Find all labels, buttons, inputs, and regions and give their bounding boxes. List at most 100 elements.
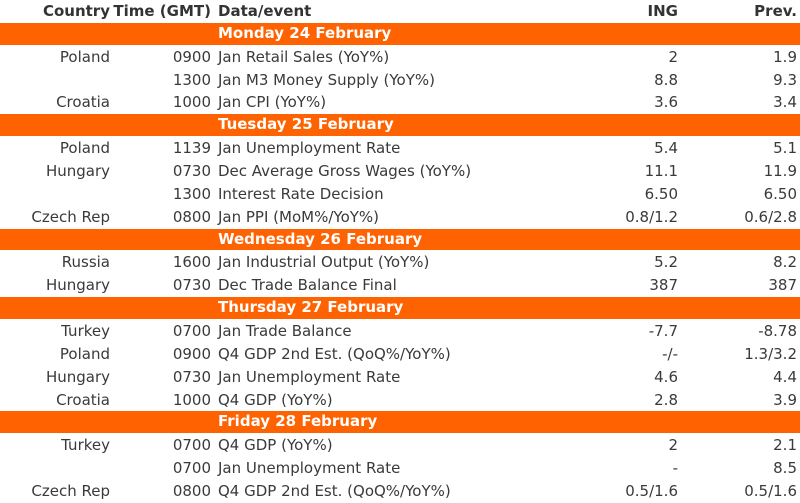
cell-prev: 2.1 <box>773 436 797 455</box>
cell-country: Poland <box>59 344 110 363</box>
cell-event: Jan PPI (MoM%/YoY%) <box>218 207 380 226</box>
table-row: Russia 1600 Jan Industrial Output (YoY%) 5.… <box>0 251 800 274</box>
cell-time: 1600 <box>172 253 211 272</box>
table-row: Hungary 0730 Dec Trade Balance Final 387 387 <box>0 274 800 297</box>
cell-country: Poland <box>59 139 110 158</box>
cell-country: Turkey <box>61 322 110 341</box>
cell-country: Poland <box>59 47 110 66</box>
cell-time: 0700 <box>172 436 211 455</box>
cell-event: Q4 GDP 2nd Est. (QoQ%/YoY%) <box>218 482 451 501</box>
cell-country: Turkey <box>61 436 110 455</box>
cell-country: Czech Rep <box>31 482 110 501</box>
table-row: Hungary 0730 Jan Unemployment Rate 4.6 4.4 <box>0 366 800 389</box>
cell-prev: 8.2 <box>773 253 797 272</box>
day-header: Friday 28 February <box>0 411 800 434</box>
header-country: Country <box>42 2 110 20</box>
cell-time: 1139 <box>172 139 211 158</box>
cell-event: Jan Industrial Output (YoY%) <box>218 253 430 272</box>
cell-time: 1000 <box>172 93 211 112</box>
cell-ing: 5.2 <box>654 253 678 272</box>
cell-ing: 2 <box>668 436 678 455</box>
cell-prev: 1.9 <box>773 47 797 66</box>
header-ing: ING <box>647 2 678 20</box>
cell-time: 0730 <box>172 276 211 295</box>
table-header: Country Time (GMT) Data/event ING Prev. <box>0 0 800 23</box>
cell-time: 0800 <box>172 207 211 226</box>
cell-time: 0900 <box>172 47 211 66</box>
cell-country: Hungary <box>45 162 110 181</box>
cell-ing: 2 <box>668 47 678 66</box>
cell-prev: 0.6/2.8 <box>744 207 797 226</box>
cell-ing: 5.4 <box>654 139 678 158</box>
cell-prev: 387 <box>768 276 797 295</box>
table-row: Turkey 0700 Jan Trade Balance -7.7 -8.78 <box>0 320 800 343</box>
cell-country: Hungary <box>45 367 110 386</box>
cell-event: Jan Trade Balance <box>218 322 352 341</box>
cell-event: Dec Trade Balance Final <box>218 276 397 295</box>
day-label: Tuesday 25 February <box>218 115 394 134</box>
cell-event: Jan Unemployment Rate <box>218 139 401 158</box>
table-row: Czech Rep 0800 Jan PPI (MoM%/YoY%) 0.8/1.2 0… <box>0 206 800 229</box>
day-header: Wednesday 26 February <box>0 228 800 251</box>
cell-country: Croatia <box>56 93 110 112</box>
cell-prev: 6.50 <box>763 184 797 203</box>
cell-ing: 6.50 <box>644 184 678 203</box>
cell-time: 1000 <box>172 390 211 409</box>
day-header: Tuesday 25 February <box>0 114 800 137</box>
cell-prev: 1.3/3.2 <box>744 344 797 363</box>
table-row: Poland 0900 Q4 GDP 2nd Est. (QoQ%/YoY%) -/-… <box>0 343 800 366</box>
cell-time: 0900 <box>172 344 211 363</box>
cell-ing: 4.6 <box>654 367 678 386</box>
cell-event: Jan CPI (YoY%) <box>218 93 327 112</box>
cell-event: Jan Unemployment Rate <box>218 459 401 478</box>
table-row: 1300 Jan M3 Money Supply (YoY%) 8.8 9.3 <box>0 69 800 92</box>
cell-time: 0730 <box>172 367 211 386</box>
cell-ing: 0.8/1.2 <box>625 207 678 226</box>
cell-event: Jan Retail Sales (YoY%) <box>218 47 390 66</box>
day-label: Wednesday 26 February <box>218 229 423 248</box>
cell-time: 0730 <box>172 162 211 181</box>
cell-prev: 11.9 <box>763 162 797 181</box>
cell-event: Jan Unemployment Rate <box>218 367 401 386</box>
day-header: Monday 24 February <box>0 22 800 45</box>
cell-time: 0700 <box>172 322 211 341</box>
cell-prev: 0.5/1.6 <box>744 482 797 501</box>
table-row: Poland 1139 Jan Unemployment Rate 5.4 5.1 <box>0 137 800 160</box>
day-label: Monday 24 February <box>218 23 392 42</box>
cell-event: Q4 GDP (YoY%) <box>218 436 333 455</box>
cell-ing: 3.6 <box>654 93 678 112</box>
cell-ing: -7.7 <box>648 322 678 341</box>
cell-ing: - <box>672 459 678 478</box>
cell-ing: 0.5/1.6 <box>625 482 678 501</box>
cell-country: Croatia <box>56 390 110 409</box>
cell-event: Interest Rate Decision <box>218 184 384 203</box>
table-row: Hungary 0730 Dec Average Gross Wages (YoY%… <box>0 160 800 183</box>
cell-time: 1300 <box>172 184 211 203</box>
cell-prev: 3.9 <box>773 390 797 409</box>
cell-prev: 5.1 <box>773 139 797 158</box>
header-prev: Prev. <box>754 2 797 20</box>
cell-ing: -/- <box>662 344 678 363</box>
cell-event: Q4 GDP 2nd Est. (QoQ%/YoY%) <box>218 344 451 363</box>
cell-event: Jan M3 Money Supply (YoY%) <box>218 70 435 89</box>
table-row: 1300 Interest Rate Decision 6.50 6.50 <box>0 183 800 206</box>
table-row: Poland 0900 Jan Retail Sales (YoY%) 2 1.9 <box>0 46 800 69</box>
cell-time: 0700 <box>172 459 211 478</box>
cell-event: Dec Average Gross Wages (YoY%) <box>218 162 472 181</box>
cell-ing: 387 <box>649 276 678 295</box>
cell-prev: 4.4 <box>773 367 797 386</box>
day-label: Friday 28 February <box>218 412 378 431</box>
cell-prev: 3.4 <box>773 93 797 112</box>
cell-time: 0800 <box>172 482 211 501</box>
cell-time: 1300 <box>172 70 211 89</box>
table-row: Croatia 1000 Jan CPI (YoY%) 3.6 3.4 <box>0 91 800 114</box>
cell-country: Russia <box>61 253 110 272</box>
cell-country: Czech Rep <box>31 207 110 226</box>
table-row: Turkey 0700 Q4 GDP (YoY%) 2 2.1 <box>0 434 800 457</box>
table-row: 0700 Jan Unemployment Rate - 8.5 <box>0 457 800 480</box>
table-row: Czech Rep 0800 Q4 GDP 2nd Est. (QoQ%/YoY%)… <box>0 480 800 503</box>
cell-country: Hungary <box>45 276 110 295</box>
table-body: Monday 24 February Poland 0900 Jan Retail S… <box>0 22 800 503</box>
cell-ing: 2.8 <box>654 390 678 409</box>
day-label: Thursday 27 February <box>218 298 404 317</box>
